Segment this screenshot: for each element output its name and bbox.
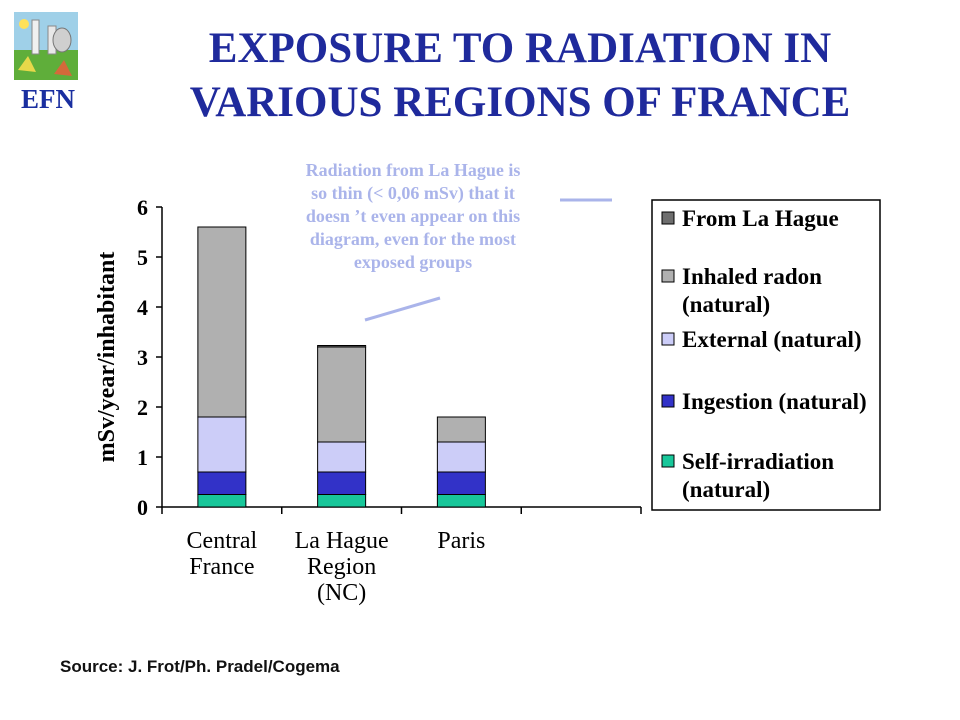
bar-segment xyxy=(436,471,486,495)
legend-label: External (natural) xyxy=(682,327,862,352)
category-label: Region xyxy=(307,554,376,580)
page-title: EXPOSURE TO RADIATION IN VARIOUS REGIONS… xyxy=(120,22,920,130)
legend-label: From La Hague xyxy=(682,206,839,231)
category-label: Paris xyxy=(437,528,485,554)
bar-segment xyxy=(197,471,247,495)
y-tick-label: 5 xyxy=(137,245,148,270)
bar-segment xyxy=(317,471,367,495)
bar-segment xyxy=(436,441,486,473)
bar-segment xyxy=(197,494,247,508)
bar-segment xyxy=(436,494,486,508)
legend-swatch xyxy=(661,454,675,468)
logo-text: EFN xyxy=(21,84,75,114)
annotation-text: diagram, even for the most xyxy=(310,229,516,249)
bar-segment xyxy=(436,416,486,443)
y-tick-label: 4 xyxy=(137,295,148,320)
bar-segment xyxy=(197,416,247,473)
legend-box xyxy=(651,199,881,511)
annotation-text: exposed groups xyxy=(354,252,472,272)
legend-swatch xyxy=(661,211,675,225)
y-tick-label: 0 xyxy=(137,495,148,520)
category-label: France xyxy=(189,554,254,580)
legend-label: (natural) xyxy=(682,292,770,317)
title-line-1: EXPOSURE TO RADIATION IN xyxy=(208,25,832,72)
y-tick-label: 2 xyxy=(137,395,148,420)
category-label: La Hague xyxy=(295,528,389,554)
annotation-text: Radiation from La Hague is xyxy=(306,160,521,180)
legend-label: Inhaled radon xyxy=(682,264,822,289)
annotation-text: doesn ’t even appear on this xyxy=(306,206,520,226)
legend-label: Ingestion (natural) xyxy=(682,389,867,414)
legend-label: Self-irradiation xyxy=(682,449,834,474)
y-axis-title: mSv/year/inhabitant xyxy=(94,252,120,463)
legend-swatch xyxy=(661,332,675,346)
annotation-text: so thin (< 0,06 mSv) that it xyxy=(311,183,515,204)
legend-label: (natural) xyxy=(682,477,770,502)
title-line-2: VARIOUS REGIONS OF FRANCE xyxy=(189,79,851,126)
annotation-arrow-left xyxy=(364,296,441,322)
legend-swatch xyxy=(661,269,675,283)
bar-segment xyxy=(317,345,367,348)
bar-segment xyxy=(197,226,247,418)
category-label: Central xyxy=(187,528,258,554)
bar-segment xyxy=(317,346,367,443)
y-tick-label: 1 xyxy=(137,445,148,470)
bar-segment xyxy=(317,441,367,473)
y-tick-label: 6 xyxy=(137,195,148,220)
logo-image xyxy=(14,12,78,80)
legend-swatch xyxy=(661,394,675,408)
source-caption: Source: J. Frot/Ph. Pradel/Cogema xyxy=(60,657,340,676)
bar-segment xyxy=(317,494,367,508)
category-label: (NC) xyxy=(317,580,366,606)
y-tick-label: 3 xyxy=(137,345,148,370)
